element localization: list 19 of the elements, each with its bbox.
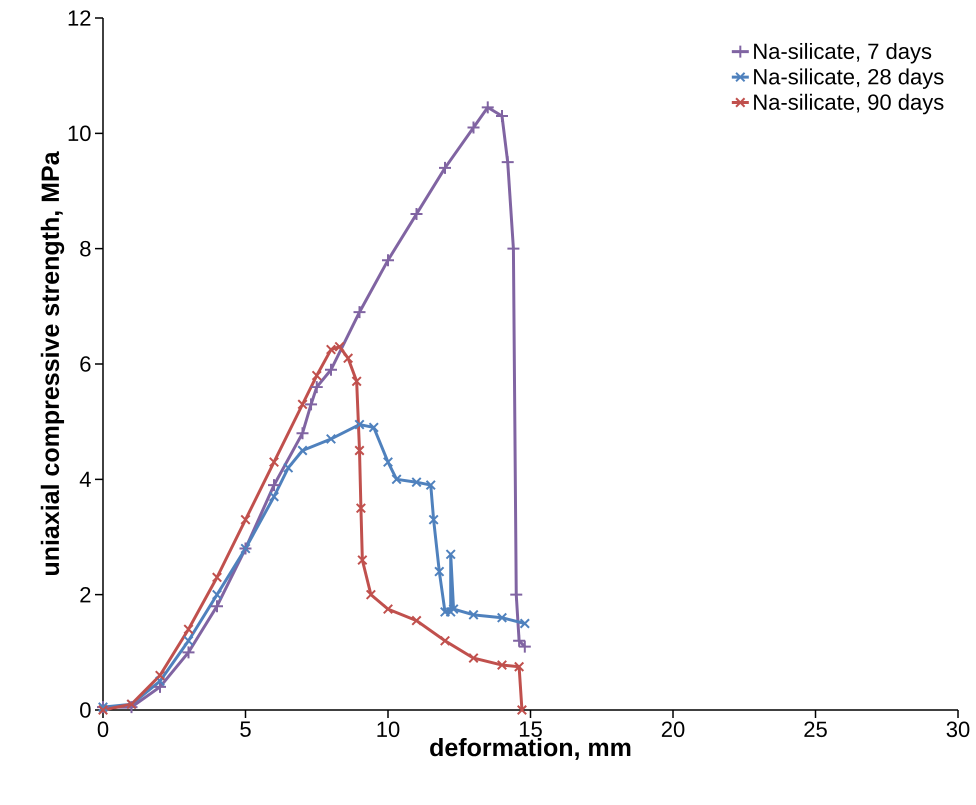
legend-label: Na-silicate, 28 days xyxy=(754,68,944,89)
y-tick-label: 2 xyxy=(80,586,90,602)
x-tick-label: 25 xyxy=(804,722,827,738)
x-tick-label: 15 xyxy=(520,722,542,737)
y-tick-label: 8 xyxy=(80,240,91,256)
y-tick-label: 10 xyxy=(68,126,91,142)
x-tick-label: 20 xyxy=(662,722,684,738)
x-tick-label: 5 xyxy=(240,722,251,737)
x-tick-label: 10 xyxy=(377,722,400,738)
legend-label: Na-silicate, 7 days xyxy=(754,42,932,64)
y-tick-label: 6 xyxy=(80,356,91,372)
x-tick-label: 30 xyxy=(946,722,970,738)
y-axis-title: uniaxial compressive strength, MPa xyxy=(40,151,64,576)
x-tick-label: 0 xyxy=(98,722,108,738)
y-tick-label: 12 xyxy=(68,10,90,26)
y-tick-label: 0 xyxy=(80,702,91,718)
legend-label: Na-silicate, 90 days xyxy=(754,94,944,114)
y-tick-label: 4 xyxy=(80,472,91,487)
x-axis-title: deformation, mm xyxy=(430,738,630,760)
